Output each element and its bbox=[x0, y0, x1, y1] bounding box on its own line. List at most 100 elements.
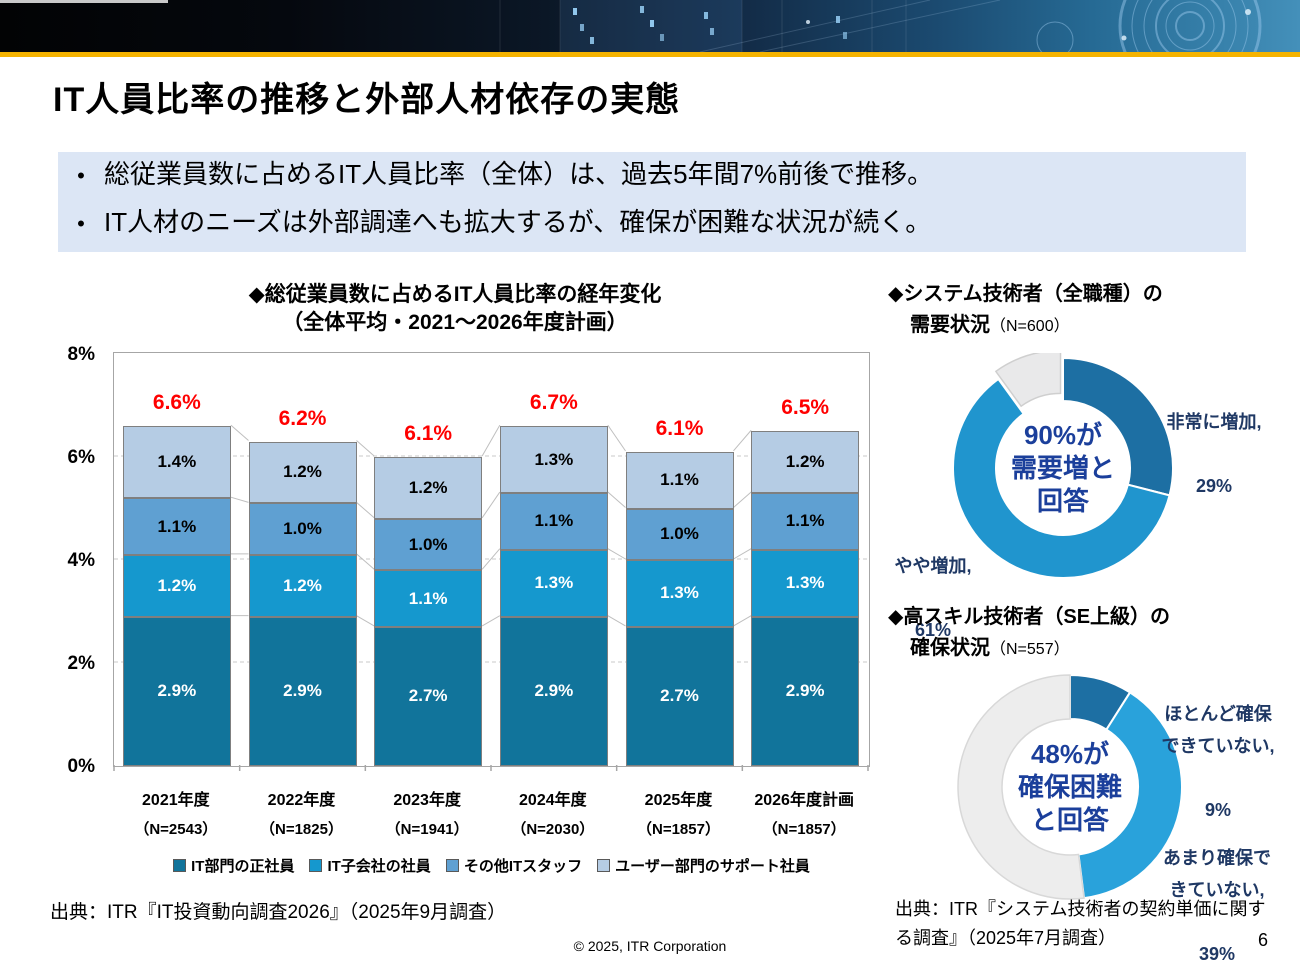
donut1-chart bbox=[952, 353, 1174, 579]
bar-segment-2025年度-ユーザー部門のサポート社員: 1.1% bbox=[625, 451, 734, 509]
donut2-center-text: 48%が 確保困難 と回答 bbox=[1017, 738, 1122, 835]
segment-connector bbox=[356, 615, 375, 627]
bar-segment-2025年度-IT部門の正社員: 2.7% bbox=[625, 626, 734, 766]
x-axis-category: 2026年度計画 bbox=[754, 792, 854, 809]
legend-swatch bbox=[597, 859, 611, 872]
legend-label: IT子会社の社員 bbox=[327, 858, 431, 875]
x-axis-category: 2025年度 bbox=[644, 792, 713, 809]
y-axis-tick-label: 0% bbox=[67, 756, 95, 777]
segment-connector bbox=[481, 424, 501, 457]
donut1-title-line1: ◆システム技術者（全職種）の bbox=[888, 283, 1163, 305]
window-edge-strip bbox=[0, 0, 168, 3]
source-right: 出典：ITR『システム技術者の契約単価に関する調査』（2025年7月調査） bbox=[895, 899, 1266, 948]
bullet-text: 総従業員数に占めるIT人員比率（全体）は、過去5年間7%前後で推移。 bbox=[104, 159, 934, 189]
legend-item: IT部門の正社員 bbox=[173, 855, 294, 876]
source-left: 出典：ITR『IT投資動向調査2026』（2025年9月調査） bbox=[50, 902, 507, 923]
summary-bullet-box: • 総従業員数に占めるIT人員比率（全体）は、過去5年間7%前後で推移。 • I… bbox=[58, 152, 1246, 252]
bullet-text: IT人材のニーズは外部調達へも拡大するが、確保が困難な状況が続く。 bbox=[104, 207, 932, 237]
x-axis-sample-size: （N=1857） bbox=[762, 821, 846, 838]
x-axis-category: 2023年度 bbox=[393, 792, 461, 809]
bar-segment-2026年度計画-IT子会社の社員: 1.3% bbox=[751, 549, 860, 617]
segment-connector bbox=[481, 548, 501, 570]
segment-connector bbox=[607, 491, 626, 508]
bar-segment-2023年度-ユーザー部門のサポート社員: 1.2% bbox=[374, 457, 483, 519]
donut1-title: ◆システム技術者（全職種）の 需要状況（N=600） bbox=[888, 279, 1163, 342]
bar-chart-plot-area: 2.9% 1.2% 1.1% 1.4% 6.6% 2.9% 1.2% 1.0% 1.2% 6.2%… bbox=[113, 352, 870, 771]
y-axis-tick-label: 4% bbox=[67, 550, 95, 571]
legend-swatch bbox=[173, 859, 187, 872]
segment-connector bbox=[356, 501, 375, 519]
donut-slice-2 bbox=[957, 674, 1085, 900]
bar-chart-y-axis: 8% 6% 4% 2% 0% bbox=[48, 344, 103, 777]
bar-total-label: 6.1% bbox=[655, 416, 704, 440]
segment-connector bbox=[733, 548, 752, 560]
bar-segment-2021年度-IT子会社の社員: 1.2% bbox=[122, 554, 231, 617]
bar-segment-2024年度-IT子会社の社員: 1.3% bbox=[499, 549, 608, 617]
legend-label: ユーザー部門のサポート社員 bbox=[615, 858, 810, 875]
bar-segment-2024年度-その他ITスタッフ: 1.1% bbox=[499, 493, 608, 550]
bullet-marker: • bbox=[77, 163, 85, 188]
bar-chart-title-line1: ◆総従業員数に占めるIT人員比率の経年変化 bbox=[248, 283, 662, 306]
bar-segment-2026年度計画-ユーザー部門のサポート社員: 1.2% bbox=[751, 431, 860, 494]
bullet-item: • 総従業員数に占めるIT人員比率（全体）は、過去5年間7%前後で推移。 bbox=[58, 154, 1246, 202]
segment-connector bbox=[607, 424, 626, 452]
segment-connector bbox=[607, 615, 626, 627]
bar-segment-2022年度-IT部門の正社員: 2.9% bbox=[248, 616, 357, 766]
bar-chart-title: ◆総従業員数に占めるIT人員比率の経年変化 （全体平均・2021～2026年度計… bbox=[105, 281, 805, 337]
header-banner-image bbox=[0, 0, 1300, 52]
donut1-label-slice0: 非常に増加, 29% bbox=[1166, 412, 1262, 496]
bar-segment-2022年度-その他ITスタッフ: 1.0% bbox=[248, 503, 357, 555]
bar-segment-2024年度-ユーザー部門のサポート社員: 1.3% bbox=[499, 426, 608, 494]
donut1-title-line2: 需要状況（N=600） bbox=[910, 314, 1070, 336]
segment-connector bbox=[733, 429, 752, 452]
donut-slice-1 bbox=[1077, 691, 1183, 900]
bar-segment-2026年度計画-IT部門の正社員: 2.9% bbox=[751, 616, 860, 766]
bar-segment-2022年度-ユーザー部門のサポート社員: 1.2% bbox=[248, 441, 357, 504]
bar-total-label: 6.6% bbox=[152, 391, 201, 415]
bar-segment-2022年度-IT子会社の社員: 1.2% bbox=[248, 554, 357, 617]
donut2-label-slice1: あまり確保で きていない, 39% bbox=[1163, 848, 1271, 964]
bar-chart-x-axis-labels: 2021年度 2022年度 2023年度 2024年度 2025年度 2026年度計画 bbox=[113, 786, 870, 812]
legend-label: IT部門の正社員 bbox=[191, 858, 295, 875]
bar-chart-legend: IT部門の正社員 IT子会社の社員 その他ITスタッフ ユーザー部門のサポート社員 bbox=[100, 855, 883, 876]
legend-swatch bbox=[445, 859, 459, 872]
bar-segment-2021年度-その他ITスタッフ: 1.1% bbox=[122, 498, 231, 555]
x-axis-category: 2021年度 bbox=[142, 792, 210, 809]
page-title: IT人員比率の推移と外部人材依存の実態 bbox=[53, 81, 681, 119]
donut2-title: ◆高スキル技術者（SE上級）の 確保状況（N=557） bbox=[888, 602, 1170, 665]
legend-swatch bbox=[309, 859, 323, 872]
y-axis-tick-label: 6% bbox=[67, 447, 95, 468]
donut2-chart bbox=[957, 673, 1183, 900]
gold-divider-rule bbox=[0, 52, 1300, 57]
bar-segment-2023年度-その他ITスタッフ: 1.0% bbox=[374, 518, 483, 571]
x-axis-sample-size: （N=2030） bbox=[511, 821, 595, 838]
bar-total-label: 6.1% bbox=[404, 422, 453, 445]
donut2-title-line2: 確保状況（N=557） bbox=[910, 637, 1070, 659]
bullet-marker: • bbox=[77, 211, 85, 236]
x-axis-sample-size: （N=1941） bbox=[385, 821, 469, 838]
bar-total-label: 6.2% bbox=[278, 406, 327, 430]
segment-connector bbox=[481, 615, 501, 627]
bar-segment-2026年度計画-その他ITスタッフ: 1.1% bbox=[751, 493, 860, 550]
donut-slice-0 bbox=[1062, 356, 1174, 497]
banner-circuit-graphic bbox=[499, 0, 1262, 52]
bar-segment-2023年度-IT子会社の社員: 1.1% bbox=[374, 570, 483, 627]
y-axis-tick-label: 8% bbox=[67, 344, 95, 365]
bar-total-label: 6.7% bbox=[529, 391, 578, 415]
x-axis-sample-size: （N=1825） bbox=[260, 821, 343, 838]
bar-chart-sample-size-labels: （N=2543） （N=1825） （N=1941） （N=2030） （N=1857）… bbox=[113, 818, 870, 844]
bar-chart-title-line2: （全体平均・2021～2026年度計画） bbox=[282, 311, 628, 334]
bar-segment-2023年度-IT部門の正社員: 2.7% bbox=[374, 626, 483, 766]
segment-connector bbox=[356, 553, 375, 570]
donut1-label-slice1: やや増加, 61% bbox=[894, 556, 972, 640]
legend-label: その他ITスタッフ bbox=[463, 858, 583, 875]
bar-segment-2025年度-IT子会社の社員: 1.3% bbox=[625, 560, 734, 627]
segment-connector bbox=[230, 424, 249, 441]
segment-connector bbox=[481, 491, 501, 519]
bar-segment-2021年度-ユーザー部門のサポート社員: 1.4% bbox=[122, 426, 231, 499]
bar-total-label: 6.5% bbox=[781, 396, 830, 420]
segment-connector bbox=[733, 491, 752, 508]
bar-chart-grid-and-connectors bbox=[113, 424, 869, 771]
y-axis-tick-label: 2% bbox=[67, 653, 95, 674]
